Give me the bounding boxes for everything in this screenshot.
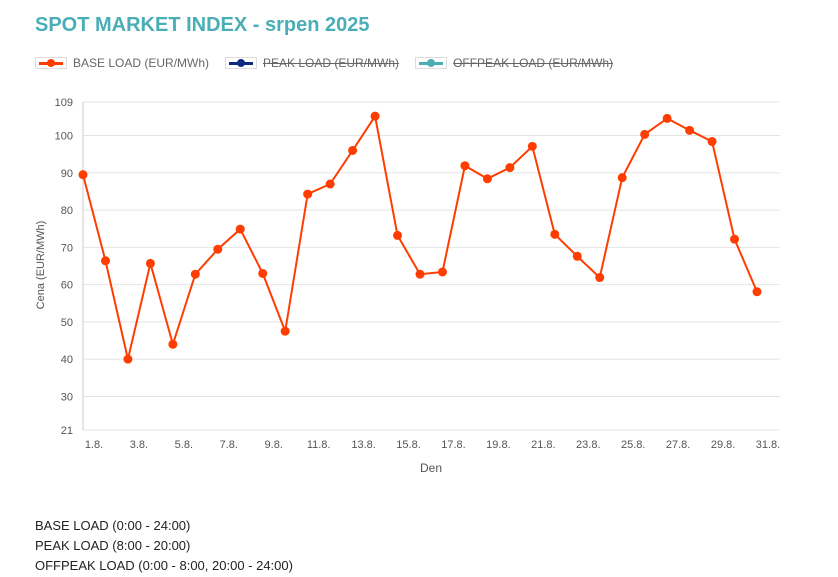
data-point xyxy=(415,269,425,279)
data-point xyxy=(190,269,200,279)
y-tick-label: 80 xyxy=(61,205,73,217)
data-point xyxy=(348,145,358,155)
x-axis-label: Den xyxy=(420,461,442,475)
x-tick-label: 1.8. xyxy=(85,439,103,451)
data-point xyxy=(280,326,290,336)
x-tick-label: 7.8. xyxy=(220,439,238,451)
x-tick-label: 25.8. xyxy=(621,439,645,451)
note-base-load: BASE LOAD (0:00 - 24:00) xyxy=(35,518,191,533)
data-point xyxy=(752,287,762,297)
y-tick-label: 90 xyxy=(61,168,73,180)
data-point xyxy=(662,113,672,123)
data-point xyxy=(213,244,223,254)
series-line xyxy=(82,113,758,360)
data-point xyxy=(100,256,110,266)
data-point xyxy=(258,268,268,278)
data-point xyxy=(145,258,155,268)
y-tick-label: 21 xyxy=(61,425,73,437)
data-point xyxy=(235,224,245,234)
y-tick-label: 70 xyxy=(61,242,73,254)
y-tick-label: 100 xyxy=(55,131,73,143)
legend-item-offpeak-load[interactable]: OFFPEAK LOAD (EUR/MWh) xyxy=(415,56,613,70)
data-point xyxy=(685,125,695,135)
peak-load-line-icon xyxy=(225,57,258,69)
x-tick-label: 19.8. xyxy=(486,439,510,451)
data-point xyxy=(595,273,605,283)
legend-item-base-load[interactable]: BASE LOAD (EUR/MWh) xyxy=(35,56,209,70)
line-chart: Cena (EUR/MWh) Den 21 30 40 50 60 70 80 90 100 10… xyxy=(35,97,780,475)
data-point xyxy=(572,251,582,261)
data-point xyxy=(78,170,88,180)
data-point xyxy=(393,230,403,240)
data-point xyxy=(370,111,380,121)
legend-label: OFFPEAK LOAD (EUR/MWh) xyxy=(453,56,614,70)
data-point xyxy=(505,163,515,173)
data-point xyxy=(707,137,717,147)
x-tick-label: 11.8. xyxy=(307,439,331,451)
y-tick-label: 40 xyxy=(61,354,73,366)
legend-label: PEAK LOAD (EUR/MWh) xyxy=(263,56,400,70)
y-axis-label: Cena (EUR/MWh) xyxy=(35,221,47,310)
data-point xyxy=(303,189,313,199)
offpeak-load-line-icon xyxy=(415,57,448,69)
x-tick-label: 23.8. xyxy=(576,439,600,451)
legend-item-peak-load[interactable]: PEAK LOAD (EUR/MWh) xyxy=(225,56,399,70)
page-title: SPOT MARKET INDEX - srpen 2025 xyxy=(35,14,370,36)
note-peak-load: PEAK LOAD (8:00 - 20:00) xyxy=(35,538,191,553)
y-tick-label: 109 xyxy=(55,97,73,109)
y-tick-label: 50 xyxy=(61,317,73,329)
x-tick-label: 13.8. xyxy=(351,439,375,451)
x-tick-label: 15.8. xyxy=(396,439,420,451)
data-point xyxy=(482,174,492,184)
x-tick-label: 29.8. xyxy=(711,439,735,451)
data-point xyxy=(460,161,470,171)
base-load-line-icon xyxy=(35,57,67,69)
data-point xyxy=(550,229,560,239)
x-tick-label: 21.8. xyxy=(531,439,555,451)
x-tick-label: 3.8. xyxy=(130,439,148,451)
data-point xyxy=(437,267,447,277)
y-tick-label: 60 xyxy=(61,280,73,292)
data-point xyxy=(640,129,650,139)
legend-label: BASE LOAD (EUR/MWh) xyxy=(73,56,210,70)
data-point xyxy=(527,141,537,151)
x-tick-label: 31.8. xyxy=(756,439,780,451)
y-tick-label: 30 xyxy=(61,391,73,403)
data-point xyxy=(168,339,178,349)
x-tick-label: 17.8. xyxy=(441,439,465,451)
data-point xyxy=(123,354,133,364)
x-tick-label: 27.8. xyxy=(666,439,690,451)
chart-legend: BASE LOAD (EUR/MWh) PEAK LOAD (EUR/MWh) … xyxy=(35,56,613,70)
data-point xyxy=(617,173,627,183)
x-tick-label: 5.8. xyxy=(175,439,193,451)
data-point xyxy=(730,234,740,244)
data-point xyxy=(325,179,335,189)
x-tick-label: 9.8. xyxy=(265,439,283,451)
load-definitions: BASE LOAD (0:00 - 24:00) PEAK LOAD (8:00… xyxy=(35,516,293,576)
note-offpeak-load: OFFPEAK LOAD (0:00 - 8:00, 20:00 - 24:00… xyxy=(35,558,293,573)
